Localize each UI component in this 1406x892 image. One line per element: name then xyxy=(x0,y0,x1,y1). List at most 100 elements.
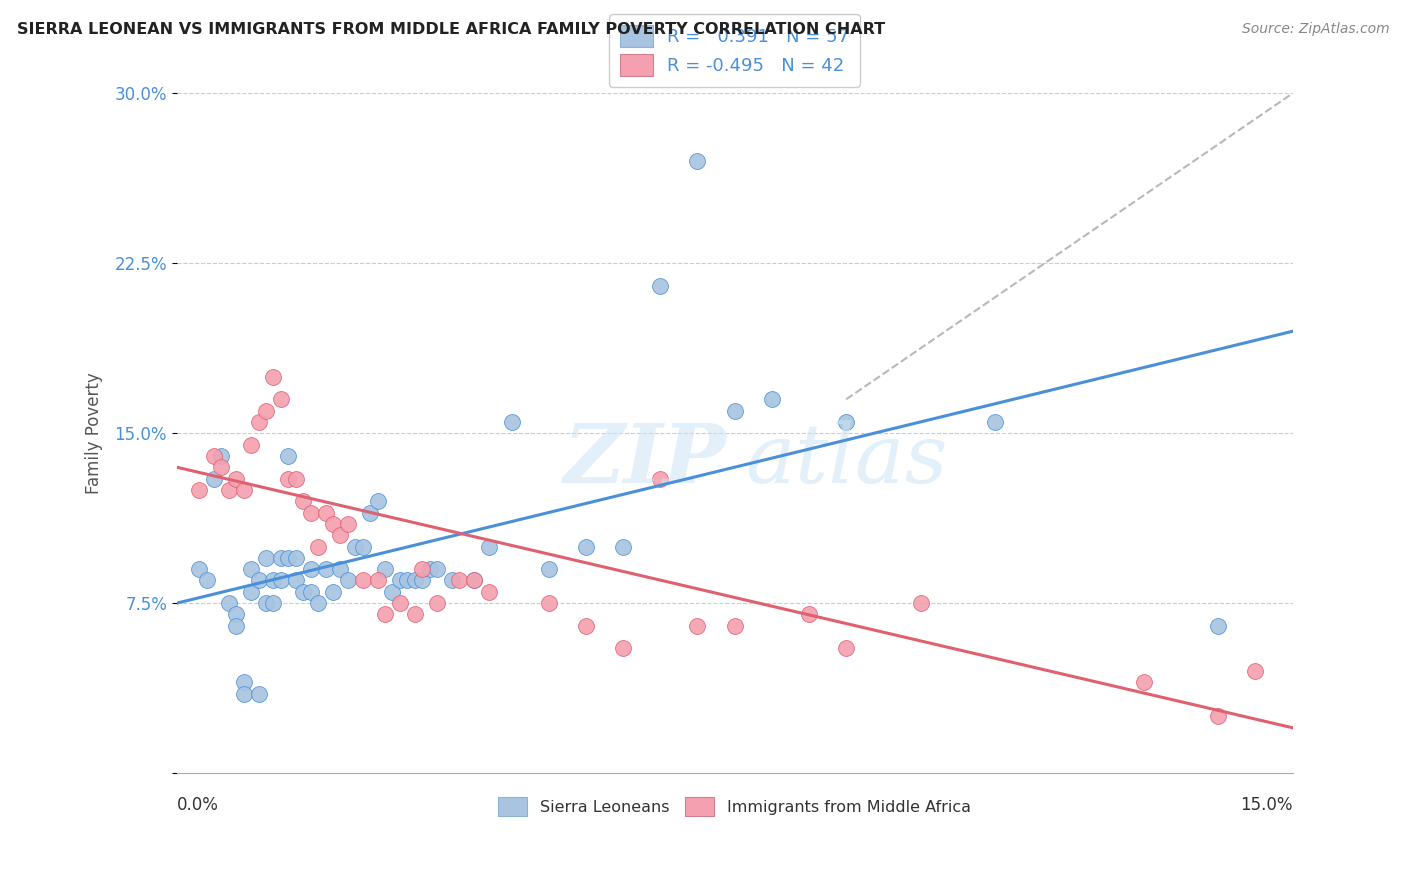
Point xyxy=(307,540,329,554)
Point xyxy=(232,687,254,701)
Point xyxy=(284,471,307,485)
Text: SIERRA LEONEAN VS IMMIGRANTS FROM MIDDLE AFRICA FAMILY POVERTY CORRELATION CHART: SIERRA LEONEAN VS IMMIGRANTS FROM MIDDLE… xyxy=(17,22,884,37)
Point xyxy=(984,415,1007,429)
Point xyxy=(1133,675,1156,690)
Point xyxy=(411,562,433,576)
Point xyxy=(277,471,299,485)
Point xyxy=(612,641,634,656)
Point xyxy=(463,574,485,588)
Point xyxy=(209,449,232,463)
Point xyxy=(426,596,449,610)
Point xyxy=(1206,619,1229,633)
Point xyxy=(478,540,501,554)
Point xyxy=(322,584,344,599)
Point xyxy=(299,562,322,576)
Point xyxy=(761,392,783,407)
Point xyxy=(336,574,359,588)
Point xyxy=(404,607,426,622)
Point xyxy=(254,403,277,417)
Point xyxy=(329,562,352,576)
Point xyxy=(724,403,747,417)
Point xyxy=(686,619,709,633)
Point xyxy=(188,562,211,576)
Text: atlas: atlas xyxy=(745,420,948,500)
Point xyxy=(247,687,270,701)
Point xyxy=(388,574,411,588)
Point xyxy=(575,619,598,633)
Point xyxy=(426,562,449,576)
Point xyxy=(501,415,523,429)
Point xyxy=(292,584,315,599)
Point xyxy=(411,574,433,588)
Point xyxy=(202,471,225,485)
Point xyxy=(359,506,381,520)
Point xyxy=(797,607,820,622)
Point xyxy=(270,392,292,407)
Point xyxy=(650,471,672,485)
Point xyxy=(329,528,352,542)
Point xyxy=(352,574,374,588)
Text: Source: ZipAtlas.com: Source: ZipAtlas.com xyxy=(1241,22,1389,37)
Point xyxy=(374,607,396,622)
Point xyxy=(209,460,232,475)
Point xyxy=(284,574,307,588)
Point xyxy=(262,596,284,610)
Point xyxy=(292,494,315,508)
Point xyxy=(299,584,322,599)
Point xyxy=(835,641,858,656)
Point xyxy=(388,596,411,610)
Point xyxy=(262,574,284,588)
Point xyxy=(218,596,240,610)
Text: ZIP: ZIP xyxy=(564,420,727,500)
Point xyxy=(277,550,299,565)
Point xyxy=(537,596,560,610)
Point xyxy=(1244,664,1267,678)
Point xyxy=(254,550,277,565)
Point xyxy=(240,562,263,576)
Text: 0.0%: 0.0% xyxy=(177,797,219,814)
Point xyxy=(612,540,634,554)
Point xyxy=(202,449,225,463)
Point xyxy=(277,449,299,463)
Point xyxy=(240,584,263,599)
Point xyxy=(367,574,389,588)
Point xyxy=(478,584,501,599)
Text: 15.0%: 15.0% xyxy=(1240,797,1292,814)
Point xyxy=(381,584,404,599)
Point xyxy=(344,540,367,554)
Point xyxy=(232,483,254,497)
Point xyxy=(537,562,560,576)
Point xyxy=(315,562,337,576)
Point xyxy=(195,574,218,588)
Point xyxy=(247,415,270,429)
Point xyxy=(404,574,426,588)
Point xyxy=(270,574,292,588)
Point xyxy=(396,574,419,588)
Point xyxy=(336,516,359,531)
Point xyxy=(650,279,672,293)
Point xyxy=(232,675,254,690)
Point xyxy=(449,574,471,588)
Point xyxy=(910,596,932,610)
Point xyxy=(440,574,463,588)
Point xyxy=(225,619,247,633)
Point xyxy=(270,550,292,565)
Point xyxy=(1206,709,1229,723)
Point xyxy=(225,471,247,485)
Point xyxy=(262,369,284,384)
Point xyxy=(218,483,240,497)
Point xyxy=(307,596,329,610)
Point xyxy=(284,550,307,565)
Point xyxy=(247,574,270,588)
Point xyxy=(724,619,747,633)
Point xyxy=(835,415,858,429)
Point xyxy=(686,154,709,169)
Point xyxy=(575,540,598,554)
Point xyxy=(254,596,277,610)
Point xyxy=(322,516,344,531)
Point xyxy=(352,540,374,554)
Point xyxy=(240,437,263,451)
Point xyxy=(299,506,322,520)
Y-axis label: Family Poverty: Family Poverty xyxy=(86,372,103,494)
Point xyxy=(188,483,211,497)
